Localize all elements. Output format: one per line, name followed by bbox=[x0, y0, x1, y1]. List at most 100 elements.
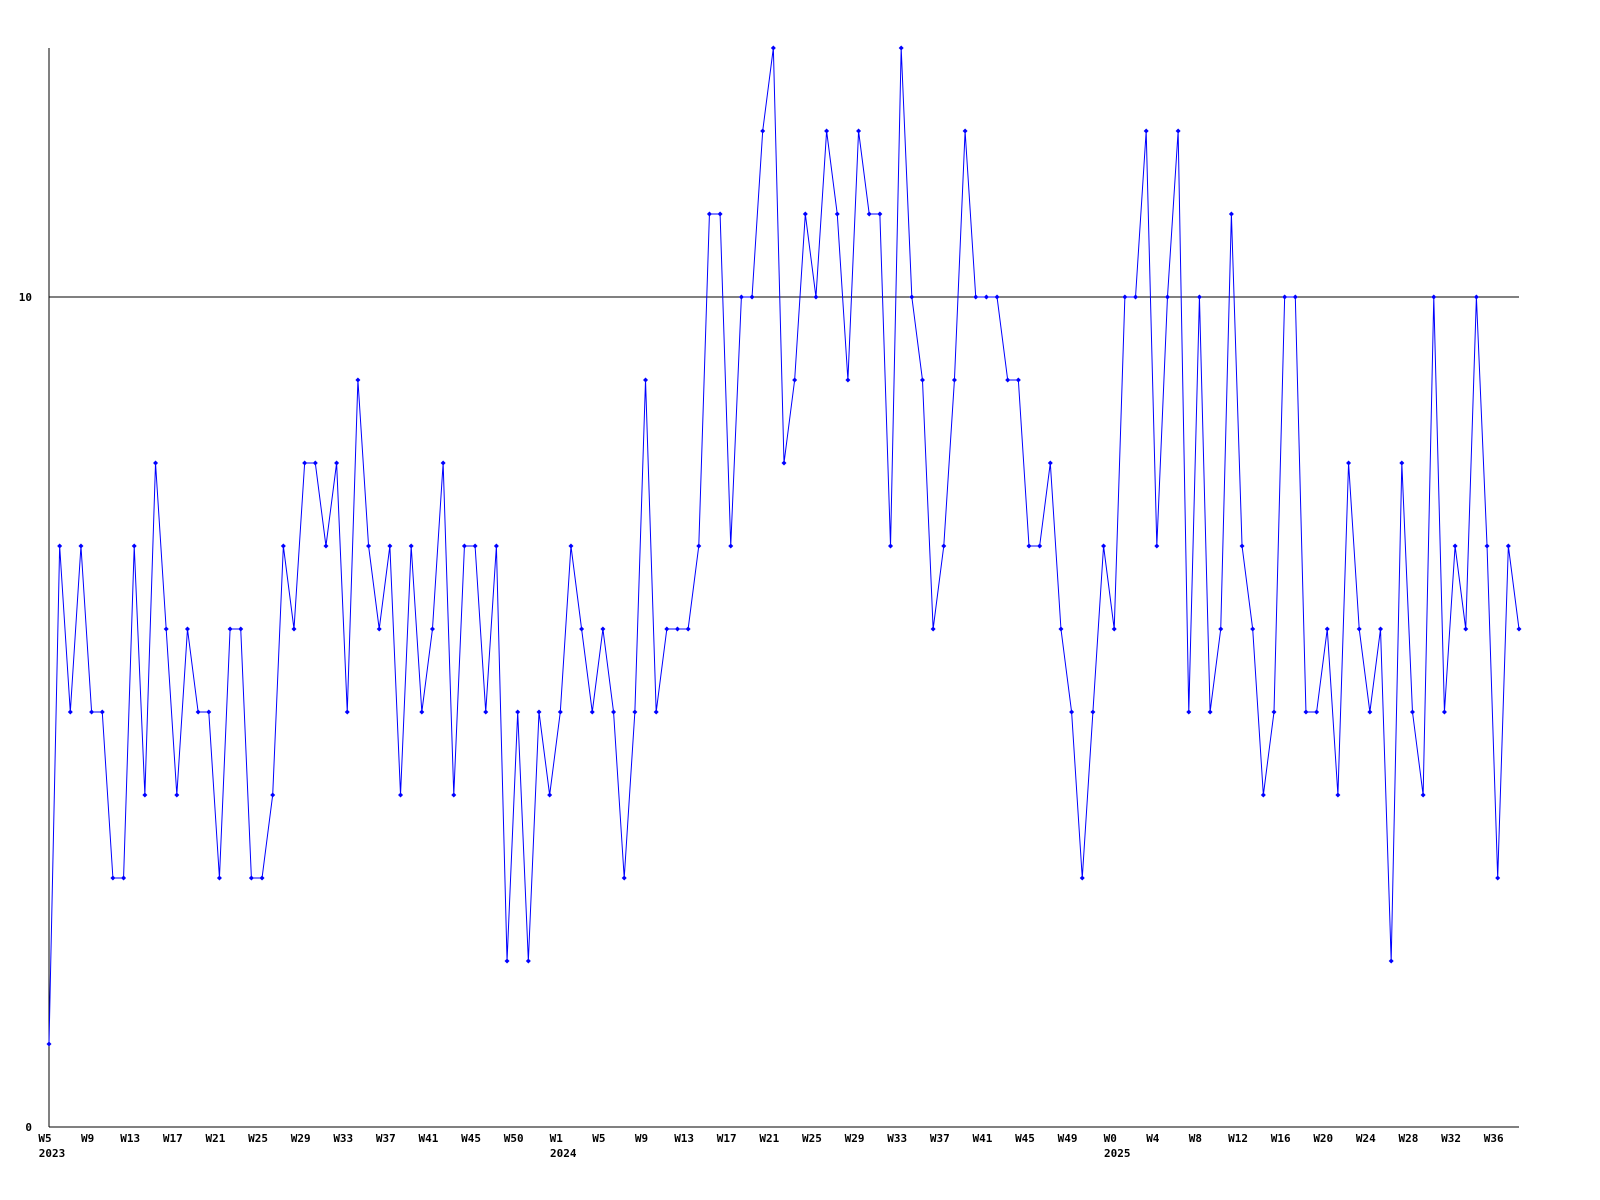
x-year-label: 2023 bbox=[39, 1147, 66, 1160]
data-point bbox=[1314, 709, 1320, 715]
data-point bbox=[153, 460, 159, 466]
data-point bbox=[238, 626, 244, 632]
data-point bbox=[643, 377, 649, 383]
data-point bbox=[1079, 875, 1085, 881]
x-tick-label: W13 bbox=[674, 1132, 694, 1145]
data-point bbox=[1015, 377, 1021, 383]
data-point bbox=[483, 709, 489, 715]
data-point bbox=[1441, 709, 1447, 715]
data-point bbox=[1207, 709, 1213, 715]
data-point bbox=[1186, 709, 1192, 715]
x-tick-label: W25 bbox=[802, 1132, 822, 1145]
data-point bbox=[802, 211, 808, 217]
data-point bbox=[888, 543, 894, 549]
data-point bbox=[99, 709, 105, 715]
data-point bbox=[557, 709, 563, 715]
data-point bbox=[78, 543, 84, 549]
x-tick-label: W29 bbox=[845, 1132, 865, 1145]
data-point bbox=[696, 543, 702, 549]
y-tick-label: 10 bbox=[19, 291, 32, 304]
data-point bbox=[1250, 626, 1256, 632]
data-point bbox=[1282, 294, 1288, 300]
x-tick-label: W1 bbox=[550, 1132, 564, 1145]
data-point bbox=[621, 875, 627, 881]
data-point bbox=[302, 460, 308, 466]
x-tick-label: W20 bbox=[1313, 1132, 1333, 1145]
data-point bbox=[1047, 460, 1053, 466]
data-point bbox=[536, 709, 542, 715]
x-tick-label: W5 bbox=[38, 1132, 51, 1145]
x-tick-label: W5 bbox=[592, 1132, 605, 1145]
data-point bbox=[270, 792, 276, 798]
data-point bbox=[429, 626, 435, 632]
data-point bbox=[1409, 709, 1415, 715]
data-point bbox=[1431, 294, 1437, 300]
data-point bbox=[1069, 709, 1075, 715]
data-point bbox=[1399, 460, 1405, 466]
data-point bbox=[1463, 626, 1469, 632]
data-point bbox=[792, 377, 798, 383]
data-point bbox=[1335, 792, 1341, 798]
data-point bbox=[291, 626, 297, 632]
data-point bbox=[1495, 875, 1501, 881]
data-point bbox=[632, 709, 638, 715]
data-point bbox=[685, 626, 691, 632]
data-point bbox=[813, 294, 819, 300]
data-point bbox=[1473, 294, 1479, 300]
x-tick-label: W37 bbox=[930, 1132, 950, 1145]
x-tick-label: W12 bbox=[1228, 1132, 1248, 1145]
data-point bbox=[973, 294, 979, 300]
data-point bbox=[387, 543, 393, 549]
x-tick-label: W37 bbox=[376, 1132, 396, 1145]
data-point bbox=[451, 792, 457, 798]
data-point bbox=[472, 543, 478, 549]
x-tick-label: W29 bbox=[291, 1132, 311, 1145]
data-point bbox=[845, 377, 851, 383]
x-year-label: 2024 bbox=[550, 1147, 577, 1160]
x-tick-label: W4 bbox=[1146, 1132, 1160, 1145]
data-point bbox=[259, 875, 265, 881]
x-tick-label: W28 bbox=[1399, 1132, 1419, 1145]
data-point bbox=[323, 543, 329, 549]
data-point bbox=[760, 128, 766, 134]
data-point bbox=[1122, 294, 1128, 300]
data-point bbox=[983, 294, 989, 300]
x-tick-label: W36 bbox=[1484, 1132, 1504, 1145]
data-point bbox=[919, 377, 925, 383]
data-point bbox=[142, 792, 148, 798]
data-point bbox=[1037, 543, 1043, 549]
data-point bbox=[1090, 709, 1096, 715]
data-point bbox=[1303, 709, 1309, 715]
data-point bbox=[1271, 709, 1277, 715]
x-tick-label: W33 bbox=[333, 1132, 353, 1145]
data-point bbox=[994, 294, 1000, 300]
data-point bbox=[344, 709, 350, 715]
data-point bbox=[504, 958, 510, 964]
data-point bbox=[653, 709, 659, 715]
data-point bbox=[1133, 294, 1139, 300]
data-point bbox=[568, 543, 574, 549]
data-point bbox=[579, 626, 585, 632]
data-point bbox=[1367, 709, 1373, 715]
x-tick-label: W16 bbox=[1271, 1132, 1291, 1145]
data-point bbox=[1058, 626, 1064, 632]
data-point bbox=[717, 211, 723, 217]
data-point bbox=[1346, 460, 1352, 466]
data-point bbox=[866, 211, 872, 217]
data-point bbox=[206, 709, 212, 715]
data-point bbox=[770, 45, 776, 51]
data-line bbox=[48, 47, 1520, 1045]
data-point bbox=[1420, 792, 1426, 798]
data-point bbox=[493, 543, 499, 549]
data-point bbox=[877, 211, 883, 217]
data-point bbox=[1260, 792, 1266, 798]
data-point bbox=[1378, 626, 1384, 632]
data-point bbox=[1292, 294, 1298, 300]
x-year-label: 2025 bbox=[1104, 1147, 1131, 1160]
data-point bbox=[461, 543, 467, 549]
data-point bbox=[57, 543, 63, 549]
data-point bbox=[930, 626, 936, 632]
data-point bbox=[515, 709, 521, 715]
data-point bbox=[1154, 543, 1160, 549]
